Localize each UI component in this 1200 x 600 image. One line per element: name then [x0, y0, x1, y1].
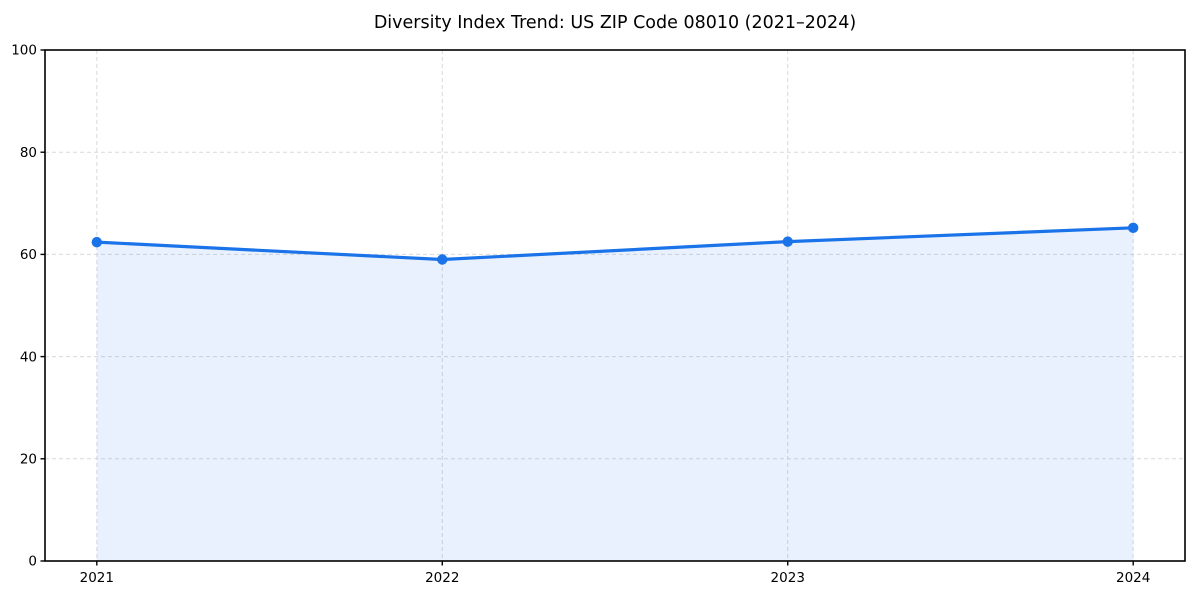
- plot-frame: [44, 49, 1186, 562]
- y-tick-label: 80: [20, 145, 37, 161]
- x-tick-label: 2023: [771, 570, 805, 586]
- data-point-2023: [782, 236, 793, 247]
- chart-title: Diversity Index Trend: US ZIP Code 08010…: [374, 13, 856, 33]
- x-tick-label: 2024: [1116, 570, 1150, 586]
- data-point-2021: [91, 236, 103, 248]
- x-tick-label: 2021: [80, 570, 114, 586]
- y-tick-label: 40: [20, 349, 37, 365]
- x-tick-label: 2022: [425, 570, 459, 586]
- data-point-2022: [437, 254, 448, 265]
- y-tick-label: 0: [28, 554, 37, 570]
- y-tick-label: 100: [11, 43, 37, 59]
- y-tick-label: 20: [20, 452, 37, 468]
- area-fill: [96, 227, 1134, 561]
- y-tick-label: 60: [20, 247, 37, 263]
- data-point-2024: [1127, 222, 1139, 234]
- trend-line: [95, 226, 1135, 262]
